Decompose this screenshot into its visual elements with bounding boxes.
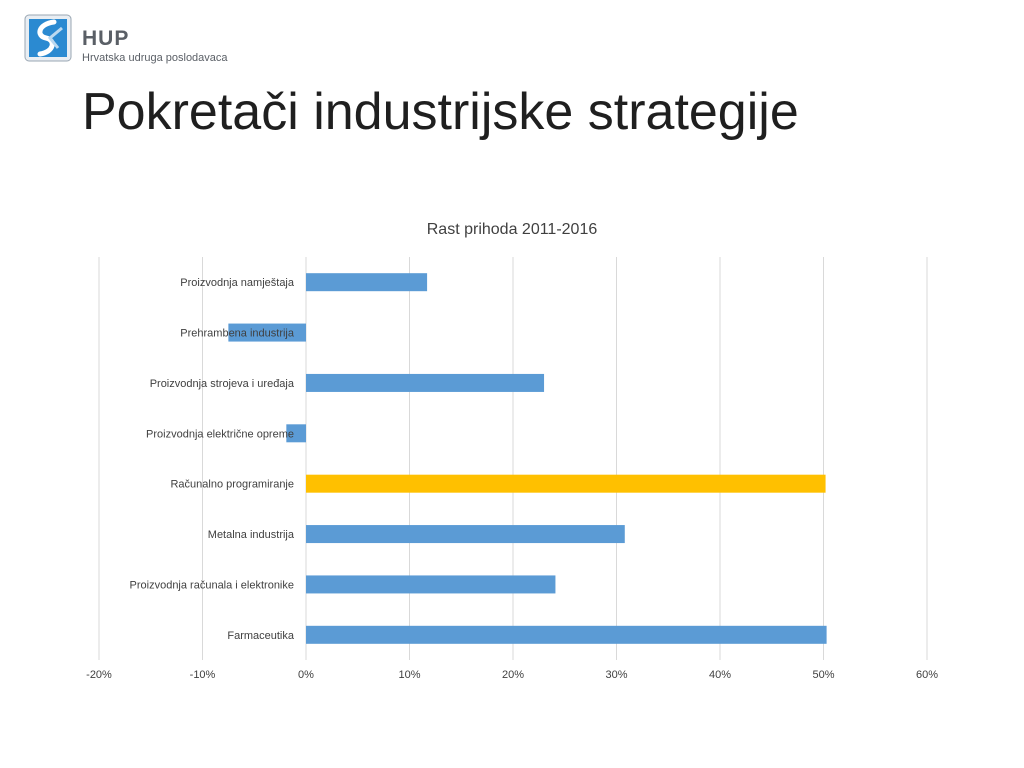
logo-name: HUP (82, 27, 130, 50)
bar (306, 625, 827, 644)
x-tick-label: 50% (812, 669, 834, 681)
category-label: Proizvodnja strojeva i uređaja (150, 378, 295, 390)
chart-gridlines (98, 257, 928, 660)
bar (306, 474, 826, 493)
slide-title: Pokretači industrijske strategije (82, 83, 799, 141)
category-label: Proizvodnja namještaja (180, 277, 295, 289)
bar (228, 323, 306, 342)
x-tick-label: -10% (190, 669, 216, 681)
category-label: Metalna industrija (208, 529, 295, 541)
category-label: Prehrambena industrija (180, 328, 295, 340)
x-tick-label: 0% (298, 669, 314, 681)
bar (306, 575, 556, 594)
chart-bars (228, 273, 827, 644)
bar (306, 525, 625, 544)
bar (306, 273, 428, 292)
header-logo: HUP Hrvatska udruga poslodavaca (24, 14, 254, 68)
category-label: Računalno programiranje (170, 479, 294, 491)
category-label: Proizvodnja računala i elektronike (130, 579, 294, 591)
x-tick-label: -20% (86, 669, 112, 681)
bar (286, 424, 306, 443)
x-tick-label: 30% (605, 669, 627, 681)
x-tick-label: 20% (502, 669, 524, 681)
chart-title: Rast prihoda 2011-2016 (427, 221, 598, 238)
x-tick-label: 40% (709, 669, 731, 681)
category-label: Proizvodnja električne opreme (146, 428, 294, 440)
x-tick-label: 60% (916, 669, 938, 681)
chart-x-ticks: -20% -10% 0% 10% 20% 30% 40% 50% 60% (86, 669, 938, 681)
category-label: Farmaceutika (227, 630, 295, 642)
x-tick-label: 10% (398, 669, 420, 681)
chart-category-labels: Proizvodnja namještaja Prehrambena indust… (130, 277, 295, 642)
logo-subtitle: Hrvatska udruga poslodavaca (82, 52, 228, 64)
revenue-growth-chart: Rast prihoda 2011-2016 Proizvodnja namje… (86, 221, 938, 681)
hup-logo-icon (24, 14, 72, 62)
bar (306, 373, 545, 392)
